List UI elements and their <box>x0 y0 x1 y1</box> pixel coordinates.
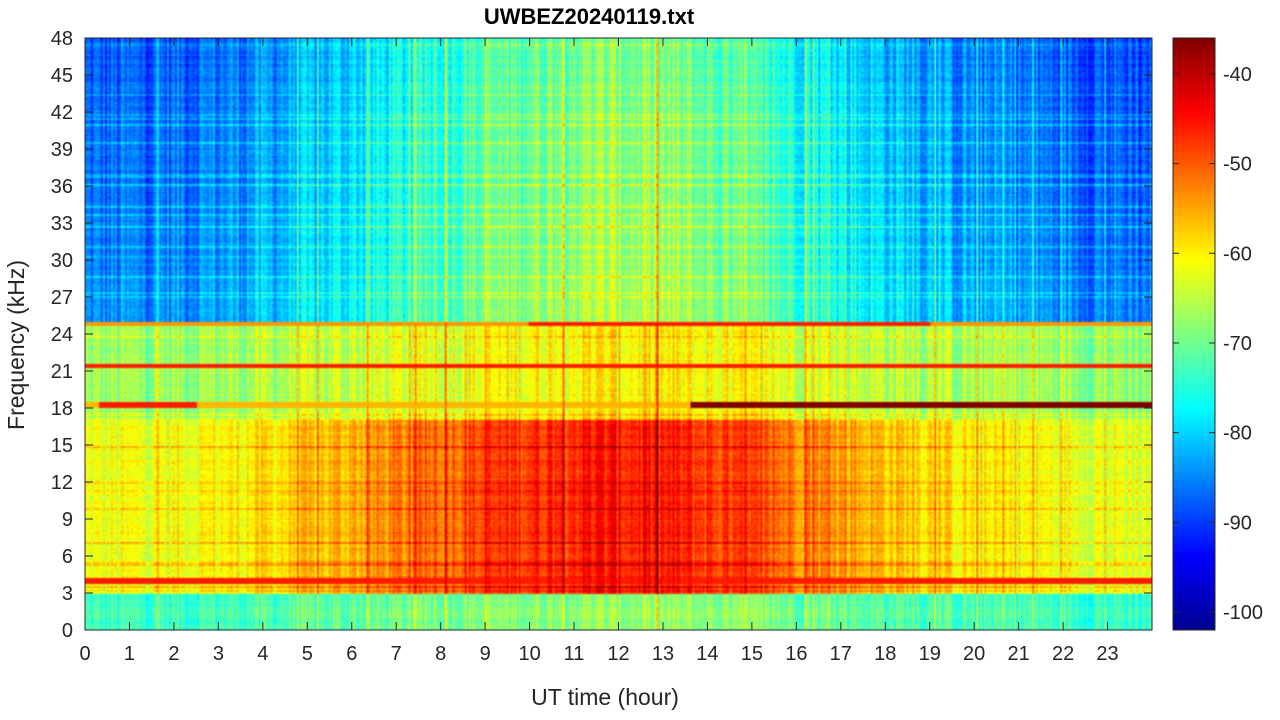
x-tick-label: 15 <box>741 643 763 665</box>
x-tick-label: 12 <box>607 643 629 665</box>
y-tick-label: 39 <box>51 139 73 161</box>
x-tick-label: 2 <box>168 643 179 665</box>
y-tick-label: 0 <box>62 620 73 642</box>
y-tick-label: 6 <box>62 546 73 568</box>
y-tick-label: 3 <box>62 583 73 605</box>
x-tick-label: 22 <box>1052 643 1074 665</box>
colorbar-tick-label: -100 <box>1223 602 1263 624</box>
y-tick-label: 45 <box>51 65 73 87</box>
y-tick-label: 36 <box>51 176 73 198</box>
y-tick-label: 15 <box>51 435 73 457</box>
colorbar: -40 -50 -60 -70 -80 -90 -100 <box>1172 37 1263 631</box>
x-tick-label: 10 <box>518 643 540 665</box>
colorbar-tick-label: -40 <box>1223 64 1252 86</box>
x-tick-label: 0 <box>79 643 90 665</box>
y-tick-label: 33 <box>51 213 73 235</box>
y-tick-label: 12 <box>51 472 73 494</box>
colorbar-ticks: -40 -50 -60 -70 -80 -90 -100 <box>1173 64 1263 624</box>
x-axis: 0 1 2 3 4 5 6 7 8 9 10 11 12 13 14 15 16 17 18 19 20 21 22 23 <box>79 38 1119 665</box>
x-tick-label: 6 <box>346 643 357 665</box>
x-tick-label: 21 <box>1008 643 1030 665</box>
colorbar-tick-label: -90 <box>1223 512 1252 534</box>
spectrogram-image <box>85 38 1152 630</box>
x-tick-label: 16 <box>785 643 807 665</box>
x-tick-label: 5 <box>302 643 313 665</box>
x-tick-label: 20 <box>963 643 985 665</box>
x-tick-label: 7 <box>391 643 402 665</box>
colorbar-tick-label: -50 <box>1223 154 1252 176</box>
colorbar-tick-label: -60 <box>1223 243 1252 265</box>
x-tick-label: 19 <box>919 643 941 665</box>
x-tick-label: 9 <box>480 643 491 665</box>
x-tick-label: 18 <box>874 643 896 665</box>
y-tick-label: 27 <box>51 287 73 309</box>
x-tick-label: 14 <box>696 643 718 665</box>
x-tick-label: 11 <box>564 643 585 665</box>
y-tick-label: 24 <box>51 324 73 346</box>
colorbar-gradient <box>1172 37 1216 631</box>
x-tick-label: 23 <box>1096 643 1118 665</box>
x-axis-label: UT time (hour) <box>531 684 679 710</box>
y-tick-label: 48 <box>51 28 73 50</box>
y-tick-label: 21 <box>51 361 73 383</box>
y-axis-label: Frequency (kHz) <box>3 260 29 430</box>
y-tick-label: 18 <box>51 398 73 420</box>
colorbar-tick-label: -80 <box>1223 423 1252 445</box>
colorbar-tick-label: -70 <box>1223 333 1252 355</box>
plot-area <box>84 37 1153 631</box>
x-tick-label: 8 <box>435 643 446 665</box>
x-tick-label: 3 <box>213 643 224 665</box>
chart-title: UWBEZ20240119.txt <box>484 4 695 29</box>
x-tick-label: 1 <box>124 643 135 665</box>
x-tick-label: 13 <box>652 643 674 665</box>
y-tick-label: 30 <box>51 250 73 272</box>
x-tick-label: 4 <box>257 643 268 665</box>
x-tick-label: 17 <box>830 643 852 665</box>
y-tick-label: 9 <box>62 509 73 531</box>
y-tick-label: 42 <box>51 102 73 124</box>
